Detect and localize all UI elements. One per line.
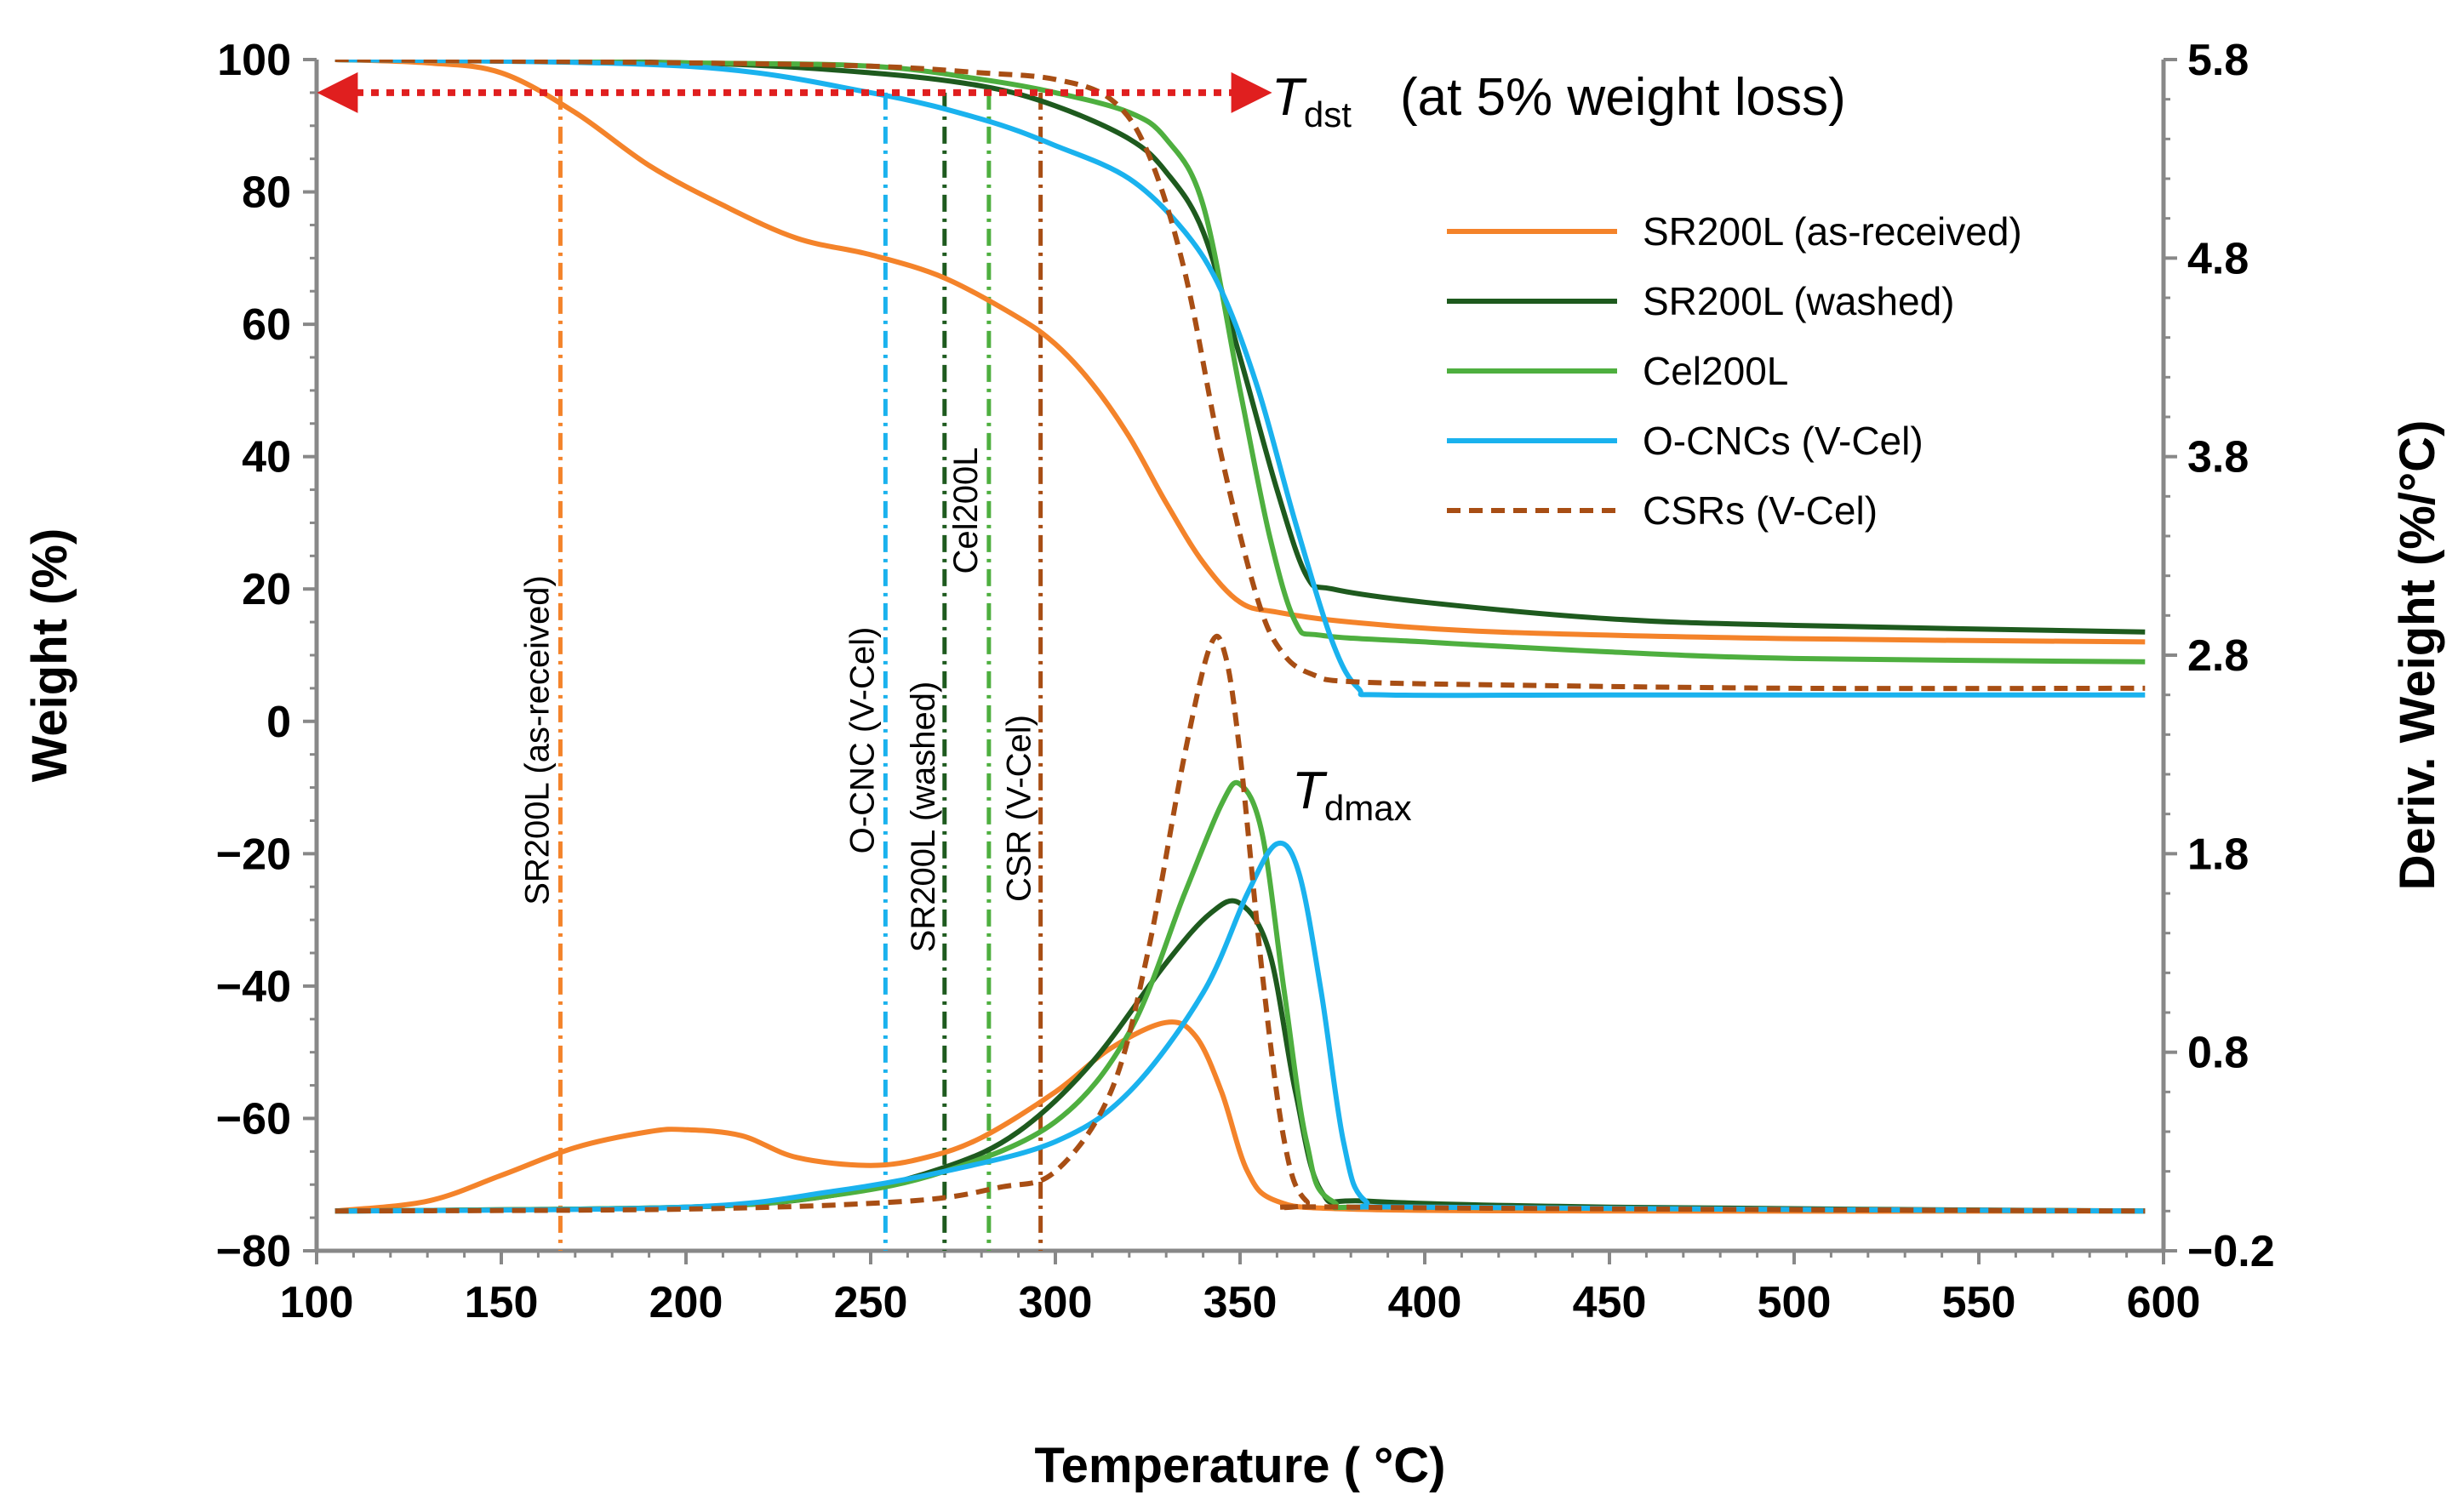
y2-tick-label: −0.2	[2187, 1227, 2275, 1276]
x-tick-label: 400	[1388, 1278, 1462, 1327]
deriv-curve	[334, 633, 2146, 1214]
x-tick-label: 550	[1942, 1278, 2016, 1327]
x-tick-label: 100	[280, 1278, 354, 1327]
legend-label: SR200L (washed)	[1643, 279, 1955, 323]
vertical-markers: SR200L (as-received) O-CNC (V-Cel) SR200L …	[518, 92, 1043, 1251]
y-tick-label: 100	[217, 36, 291, 85]
x-axis-title: Temperature ( °C)	[1035, 1438, 1446, 1493]
y-tick-label: 40	[242, 433, 291, 482]
tdst-sub: dst	[1304, 94, 1352, 134]
legend-label: O-CNCs (V-Cel)	[1643, 419, 1924, 463]
tdst-text: (at 5% weight loss)	[1400, 68, 1846, 127]
y-tick-label: −80	[216, 1227, 291, 1276]
vertical-marker-label: SR200L (washed)	[905, 682, 942, 953]
legend-label: SR200L (as-received)	[1643, 209, 2022, 254]
y2-tick-label: 1.8	[2187, 830, 2249, 879]
y2-tick-label: 5.8	[2187, 36, 2249, 85]
y-tick-label: 20	[242, 565, 291, 614]
x-tick-label: 200	[649, 1278, 723, 1327]
legend-label: CSRs (V-Cel)	[1643, 488, 1878, 533]
deriv-curve	[334, 898, 2146, 1214]
y2-tick-label: 3.8	[2187, 433, 2249, 482]
legend-label: Cel200L	[1643, 349, 1788, 393]
weight-curve	[334, 60, 2146, 645]
y-axis-title: Weight (%)	[22, 528, 77, 783]
tdmax-label: Tdmax	[1292, 762, 1412, 828]
legend: SR200L (as-received) SR200L (washed) Cel20…	[1447, 209, 2022, 533]
x-tick-label: 250	[834, 1278, 908, 1327]
y2-tick-label: 4.8	[2187, 234, 2249, 283]
x-tick-label: 450	[1573, 1278, 1647, 1327]
x-ticks: 100 150 200 250 300 350 400 450 500 550 600	[280, 1251, 2201, 1327]
y-tick-label: −20	[216, 830, 291, 879]
tdst-label: Tdst	[1272, 68, 1352, 134]
tdmax-T: T	[1292, 762, 1328, 820]
x-tick-label: 600	[2127, 1278, 2201, 1327]
y2-axis-title: Deriv. Weight (%/°C)	[2390, 420, 2445, 891]
y2-tick-label: 0.8	[2187, 1029, 2249, 1078]
vertical-marker-label: CSR (V-Cel)	[1001, 715, 1038, 902]
y-tick-label: −60	[216, 1094, 291, 1144]
y-tick-label: 80	[242, 168, 291, 218]
vertical-marker-label: O-CNC (V-Cel)	[843, 627, 881, 854]
weight-curve	[334, 60, 2146, 665]
vertical-marker-label: Cel200L	[947, 447, 985, 573]
x-tick-label: 500	[1758, 1278, 1832, 1327]
y2-tick-label: 2.8	[2187, 631, 2249, 681]
vertical-marker-label: SR200L (as-received)	[518, 575, 556, 905]
y-tick-label: 0	[266, 698, 291, 747]
tdmax-sub: dmax	[1324, 788, 1412, 828]
y-tick-label: 60	[242, 300, 291, 350]
y2-ticks: 5.8 4.8 3.8 2.8 1.8 0.8 −0.2	[2164, 36, 2275, 1276]
tdst-annotation: Tdst (at 5% weight loss)	[317, 68, 1846, 134]
weight-curve	[334, 60, 2146, 692]
y-tick-label: −40	[216, 962, 291, 1012]
deriv-curve	[334, 840, 2146, 1214]
deriv-curve	[334, 1019, 2146, 1214]
x-tick-label: 300	[1019, 1278, 1093, 1327]
y-ticks: 100 80 60 40 20 0 −20 −40 −60 −80	[216, 36, 317, 1276]
x-tick-label: 150	[465, 1278, 539, 1327]
weight-curve	[334, 60, 2146, 635]
tdst-T: T	[1272, 68, 1307, 127]
x-tick-label: 350	[1203, 1278, 1278, 1327]
